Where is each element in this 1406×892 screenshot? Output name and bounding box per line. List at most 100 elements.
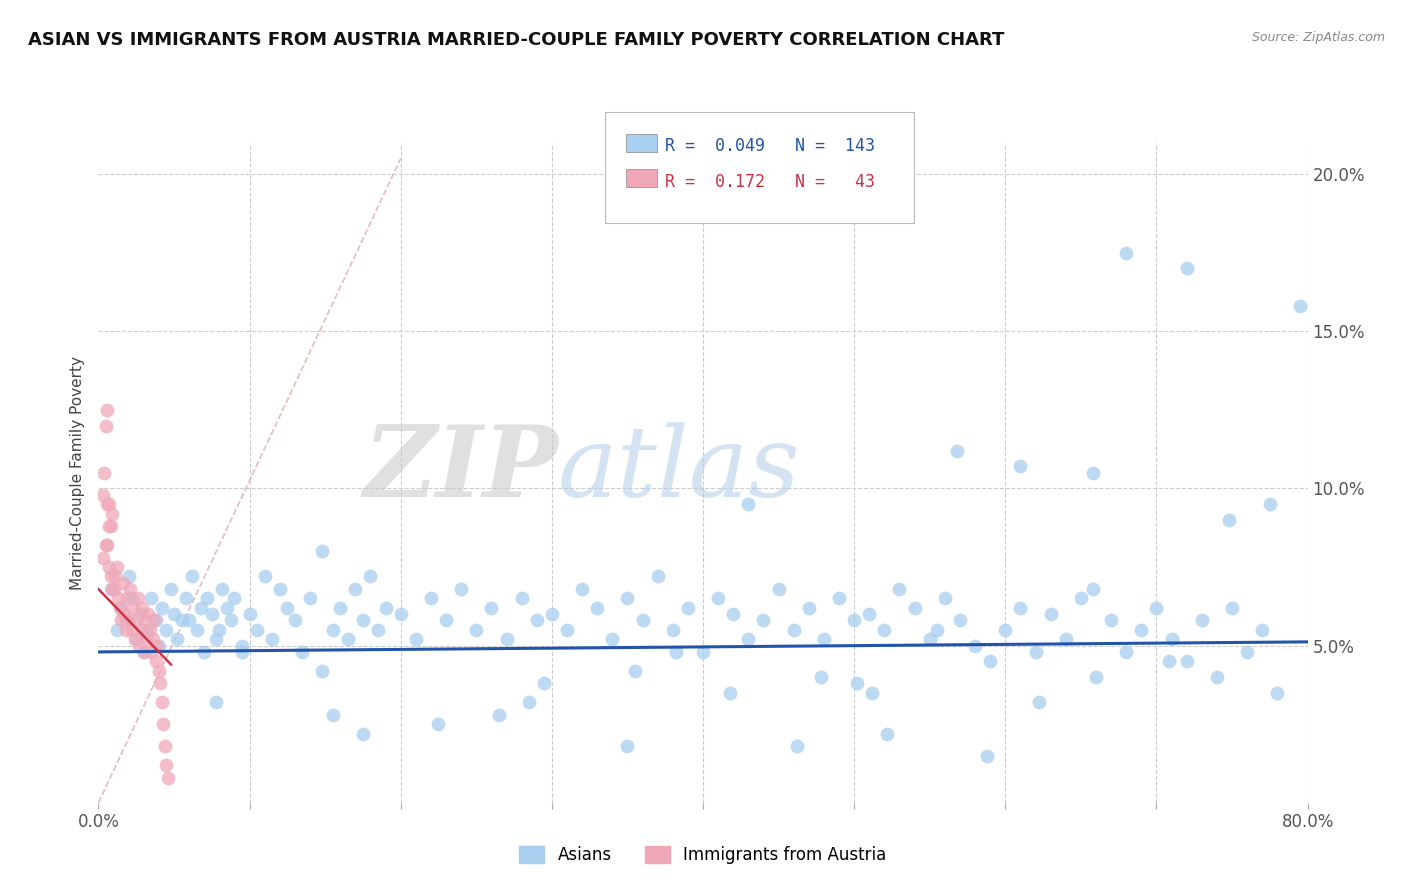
Point xyxy=(107,591,129,606)
Point xyxy=(276,601,298,615)
Point xyxy=(389,607,412,622)
Point xyxy=(215,601,238,615)
Point xyxy=(1054,632,1077,647)
Point xyxy=(311,544,333,558)
Point xyxy=(1206,670,1229,684)
Point xyxy=(98,560,121,574)
Point xyxy=(624,664,647,678)
Point xyxy=(124,632,146,647)
Point xyxy=(965,639,987,653)
Point xyxy=(979,654,1001,668)
Point xyxy=(132,645,155,659)
Point xyxy=(121,591,143,606)
Y-axis label: Married-Couple Family Poverty: Married-Couple Family Poverty xyxy=(69,356,84,590)
Point xyxy=(143,614,166,628)
Point xyxy=(465,623,488,637)
Point xyxy=(145,654,167,668)
Point xyxy=(121,623,143,637)
Point xyxy=(1085,670,1108,684)
Point xyxy=(118,569,141,583)
Point xyxy=(127,591,149,606)
Point xyxy=(105,560,128,574)
Text: atlas: atlas xyxy=(558,422,800,517)
Point xyxy=(284,614,307,628)
Point xyxy=(134,614,156,628)
Point xyxy=(949,614,972,628)
Point xyxy=(934,591,956,606)
Point xyxy=(434,614,457,628)
Point xyxy=(105,623,128,637)
Point xyxy=(100,569,122,583)
Point xyxy=(586,601,609,615)
Point xyxy=(221,614,243,628)
Point xyxy=(155,758,177,772)
Point xyxy=(96,497,118,511)
Point xyxy=(676,601,699,615)
Point xyxy=(1070,591,1092,606)
Point xyxy=(1175,654,1198,668)
Point xyxy=(150,695,173,709)
Point xyxy=(148,639,170,653)
Point xyxy=(752,614,775,628)
Point xyxy=(526,614,548,628)
Point xyxy=(311,664,333,678)
Point xyxy=(918,632,941,647)
Point xyxy=(291,645,314,659)
Point xyxy=(129,607,152,622)
Point xyxy=(125,632,148,647)
Point xyxy=(114,623,136,637)
Point xyxy=(737,632,759,647)
Point xyxy=(1081,466,1104,480)
Point xyxy=(190,601,212,615)
Point xyxy=(860,686,883,700)
Point xyxy=(374,601,396,615)
Point xyxy=(858,607,880,622)
Point xyxy=(103,582,125,596)
Point xyxy=(844,614,866,628)
Point xyxy=(1157,654,1180,668)
Point xyxy=(139,623,162,637)
Point xyxy=(148,664,170,678)
Point xyxy=(129,623,152,637)
Point xyxy=(155,623,177,637)
Point xyxy=(336,632,359,647)
Point xyxy=(737,497,759,511)
Point xyxy=(846,676,869,690)
Point xyxy=(108,601,131,615)
Point xyxy=(118,614,141,628)
Point xyxy=(104,569,127,583)
Point xyxy=(91,488,114,502)
Point xyxy=(1039,607,1062,622)
Point xyxy=(1258,497,1281,511)
Point xyxy=(665,645,688,659)
Point xyxy=(322,707,344,722)
Point xyxy=(352,614,374,628)
Point xyxy=(224,591,246,606)
Point xyxy=(889,582,911,596)
Point xyxy=(115,591,138,606)
Point xyxy=(360,569,382,583)
Point xyxy=(262,632,284,647)
Point xyxy=(976,748,998,763)
Point xyxy=(322,623,344,637)
Point xyxy=(179,614,201,628)
Point xyxy=(114,614,136,628)
Point xyxy=(488,707,510,722)
Point xyxy=(555,623,578,637)
Point xyxy=(810,670,832,684)
Point xyxy=(1010,601,1032,615)
Point xyxy=(128,639,150,653)
Point xyxy=(786,739,808,754)
Point xyxy=(647,569,669,583)
Point xyxy=(1251,623,1274,637)
Point xyxy=(141,645,163,659)
Point xyxy=(1144,601,1167,615)
Point xyxy=(367,623,389,637)
Point xyxy=(170,614,193,628)
Point xyxy=(1010,459,1032,474)
Point xyxy=(1028,695,1050,709)
Point xyxy=(146,639,169,653)
Point xyxy=(150,601,173,615)
Point xyxy=(231,639,253,653)
Point xyxy=(352,726,374,740)
